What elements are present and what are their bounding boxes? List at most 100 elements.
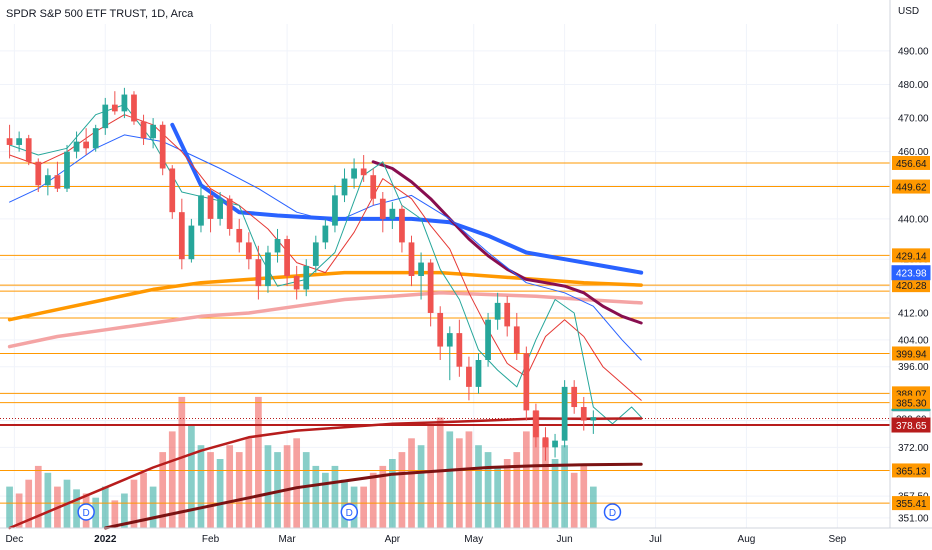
candle[interactable] (159, 121, 166, 176)
candle[interactable] (322, 218, 329, 250)
candle[interactable] (561, 380, 568, 448)
candle-body (494, 302, 501, 320)
candle[interactable] (188, 218, 195, 263)
candle[interactable] (54, 161, 61, 192)
candle-body (542, 437, 549, 448)
volume-bar (149, 486, 157, 528)
candle[interactable] (456, 319, 463, 377)
candle[interactable] (571, 380, 578, 414)
candle[interactable] (64, 144, 70, 192)
badge-label: 423.98 (896, 269, 927, 280)
candle[interactable] (341, 168, 348, 203)
candle[interactable] (16, 131, 23, 152)
candle[interactable] (504, 296, 511, 337)
volume-bar (398, 452, 406, 528)
candle[interactable] (102, 97, 109, 135)
candle[interactable] (35, 158, 42, 192)
candle[interactable] (389, 202, 396, 229)
candle[interactable] (140, 114, 147, 145)
candle[interactable] (580, 396, 587, 431)
candle[interactable] (25, 134, 32, 166)
candle[interactable] (245, 232, 252, 270)
candle[interactable] (408, 235, 415, 287)
candle[interactable] (6, 124, 13, 159)
candle[interactable] (303, 259, 310, 297)
candle-body (590, 417, 597, 421)
candle[interactable] (131, 91, 137, 125)
candle[interactable] (552, 433, 558, 458)
candle[interactable] (523, 346, 530, 421)
candle[interactable] (284, 235, 290, 287)
candle[interactable] (494, 292, 501, 330)
candle[interactable] (92, 124, 99, 152)
price-badge: 423.98 (891, 265, 931, 281)
candle[interactable] (236, 218, 243, 253)
candle[interactable] (379, 192, 386, 233)
candle-body (44, 175, 51, 186)
candlesticks[interactable] (6, 87, 597, 461)
volume-bar (121, 493, 128, 528)
candle-body (523, 353, 530, 411)
volume-bar (92, 497, 100, 528)
candle[interactable] (255, 245, 262, 300)
candle[interactable] (399, 205, 405, 253)
candle[interactable] (437, 306, 444, 360)
candle[interactable] (217, 192, 223, 226)
candle[interactable] (590, 410, 597, 434)
candle[interactable] (351, 158, 357, 189)
time-tick-label: Aug (738, 534, 756, 545)
dividend-marker[interactable]: D (77, 503, 95, 521)
time-tick-label: May (464, 534, 483, 545)
time-axis[interactable]: Dec 2022 Feb Mar Apr May Jun Jul Aug Sep (5, 534, 846, 545)
badge-bg (892, 395, 930, 410)
volume-bar (513, 452, 521, 528)
candle[interactable] (533, 403, 539, 448)
candle[interactable] (274, 228, 281, 263)
candle-body (245, 242, 252, 260)
candle[interactable] (418, 252, 424, 300)
candle[interactable] (332, 185, 338, 233)
candle[interactable] (44, 168, 51, 196)
volume-bar (197, 445, 205, 528)
candle[interactable] (370, 168, 377, 206)
candle[interactable] (446, 326, 453, 381)
volume-bar (111, 500, 119, 528)
dividend-marker[interactable]: D (340, 503, 359, 521)
dividend-marker[interactable]: D (603, 503, 622, 521)
volume-bar (302, 452, 310, 528)
candle[interactable] (485, 312, 491, 367)
badge-label: 449.62 (896, 183, 927, 194)
candle[interactable] (475, 353, 482, 394)
candle[interactable] (312, 235, 319, 273)
candle[interactable] (121, 87, 128, 119)
candle[interactable] (466, 356, 472, 401)
candle[interactable] (178, 198, 185, 270)
moving-average-line (170, 122, 644, 275)
candle[interactable] (169, 165, 176, 219)
candle[interactable] (207, 188, 214, 233)
volume-bar (436, 417, 444, 528)
candle[interactable] (83, 128, 89, 156)
candle[interactable] (360, 155, 367, 182)
candle[interactable] (198, 185, 204, 233)
candle[interactable] (265, 245, 271, 293)
candle[interactable] (226, 195, 233, 236)
candle[interactable] (513, 312, 520, 360)
moving-averages (7, 104, 644, 530)
candle[interactable] (150, 118, 156, 149)
candle[interactable] (111, 91, 118, 115)
volume-bar (15, 493, 23, 528)
volume-bar (226, 445, 234, 528)
candle-body (571, 386, 578, 408)
candle[interactable] (73, 131, 80, 159)
candle[interactable] (427, 259, 434, 327)
candle[interactable] (293, 265, 300, 300)
candle[interactable] (542, 427, 549, 461)
candle-body (284, 239, 290, 276)
price-tick-label: 440.00 (898, 214, 929, 225)
candle-body (121, 94, 128, 112)
volume-bar (188, 424, 195, 528)
time-tick-label: Apr (385, 534, 401, 545)
